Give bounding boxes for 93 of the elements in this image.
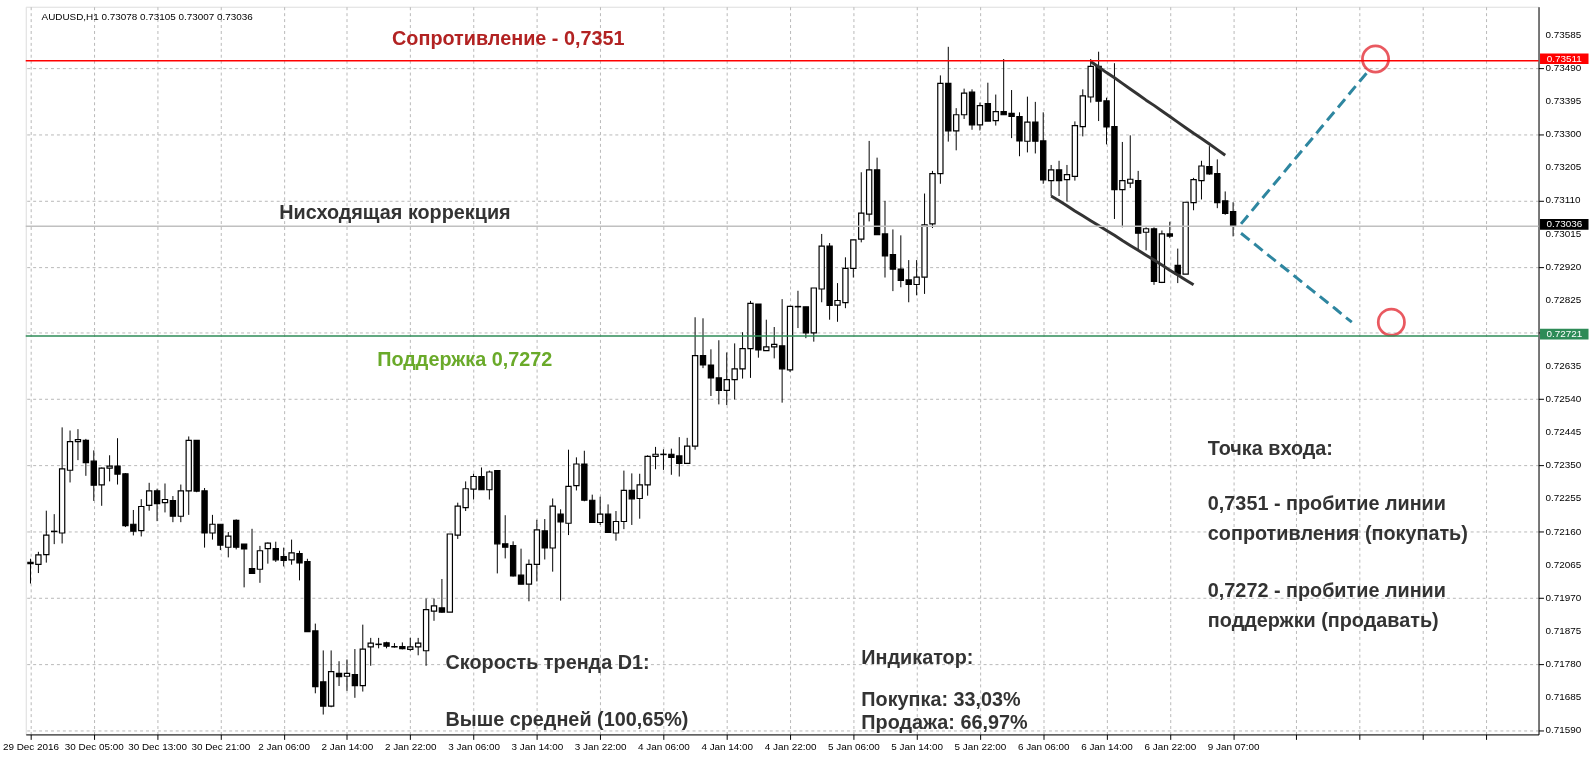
line-series bbox=[1089, 59, 1227, 157]
x-tick-label: 6 Jan 06:00 bbox=[1017, 740, 1071, 752]
line-series bbox=[1239, 231, 1354, 324]
annotation: сопротивления (покупать) bbox=[1207, 522, 1468, 545]
y-tick-label: 0.72445 bbox=[1545, 426, 1582, 438]
annotation: Индикатор: bbox=[861, 646, 974, 669]
annotation: Выше средней (100,65%) bbox=[445, 707, 689, 730]
x-tick-label: 2 Jan 22:00 bbox=[384, 740, 438, 752]
y-tick-label: 0.73585 bbox=[1545, 28, 1582, 40]
annotation: Продажа: 66,97% bbox=[861, 711, 1028, 734]
x-tick-label: 5 Jan 06:00 bbox=[827, 740, 881, 752]
candlestick bbox=[1047, 164, 1055, 197]
y-tick-label: 0.72635 bbox=[1545, 360, 1582, 372]
candlestick bbox=[82, 438, 90, 477]
y-tick-label: 0.73205 bbox=[1545, 161, 1582, 173]
candlestick bbox=[351, 648, 359, 699]
x-tick-label: 4 Jan 22:00 bbox=[764, 740, 817, 752]
y-tick-label: 0.71590 bbox=[1545, 724, 1582, 736]
x-tick-label: 4 Jan 14:00 bbox=[701, 740, 754, 752]
x-tick-label: 29 Dec 2016 bbox=[2, 740, 60, 752]
x-tick-label: 3 Jan 06:00 bbox=[448, 740, 501, 752]
candlestick bbox=[1229, 201, 1237, 237]
y-tick-label: 0.71780 bbox=[1545, 657, 1582, 669]
candlestick bbox=[343, 658, 351, 692]
candlestick bbox=[517, 548, 525, 585]
line-series bbox=[1049, 194, 1196, 287]
x-tick-label: 2 Jan 06:00 bbox=[258, 740, 311, 752]
candlestick bbox=[778, 298, 786, 404]
candlestick bbox=[153, 488, 161, 522]
candlestick bbox=[161, 483, 169, 513]
candlestick bbox=[74, 428, 82, 461]
annotation: Скорость тренда D1: bbox=[445, 651, 650, 674]
candlestick bbox=[438, 578, 446, 614]
candlestick bbox=[1063, 164, 1071, 203]
y-tick-label: 0.71875 bbox=[1545, 624, 1582, 636]
y-tick-label: 0.72920 bbox=[1545, 260, 1582, 272]
candlestick bbox=[145, 482, 153, 512]
y-tick-label: 0.73300 bbox=[1545, 128, 1582, 140]
candlestick bbox=[525, 558, 533, 602]
x-tick-label: 5 Jan 14:00 bbox=[891, 740, 944, 752]
candlestick bbox=[430, 598, 438, 622]
x-tick-label: 9 Jan 07:00 bbox=[1207, 740, 1260, 752]
y-tick-label: 0.72065 bbox=[1545, 558, 1582, 570]
candlestick bbox=[612, 510, 620, 542]
annotation: Покупка: 33,03% bbox=[861, 687, 1022, 710]
chart-title: AUDUSD,H1 0.73078 0.73105 0.73007 0.73036 bbox=[41, 10, 254, 22]
candlestick bbox=[1142, 226, 1150, 251]
annotation: 0,7351 - пробитие линии bbox=[1207, 491, 1446, 514]
annotation: Сопротивление - 0,7351 bbox=[392, 27, 625, 50]
candlestick bbox=[335, 660, 343, 687]
y-tick-label: 0.72540 bbox=[1545, 393, 1582, 405]
x-tick-label: 3 Jan 22:00 bbox=[574, 740, 627, 752]
annotation: Нисходящая коррекция bbox=[279, 200, 511, 223]
candlestick bbox=[256, 545, 264, 584]
y-tick-label: 0.72825 bbox=[1545, 293, 1582, 305]
y-tick-label: 0.71685 bbox=[1545, 691, 1582, 703]
annotation: поддержки (продавать) bbox=[1207, 608, 1439, 631]
candlestick bbox=[699, 317, 707, 369]
x-tick-label: 3 Jan 14:00 bbox=[511, 740, 564, 752]
y-tick-label: 0.71970 bbox=[1545, 591, 1582, 603]
annotation: Поддержка 0,7272 bbox=[377, 348, 553, 371]
x-tick-label: 30 Dec 05:00 bbox=[64, 740, 125, 752]
candlestick bbox=[881, 200, 889, 279]
candlestick bbox=[889, 228, 897, 292]
y-tick-label: 0.72160 bbox=[1545, 525, 1582, 537]
annotation: Точка входа: bbox=[1207, 437, 1333, 460]
x-tick-label: 2 Jan 14:00 bbox=[321, 740, 374, 752]
x-tick-label: 30 Dec 21:00 bbox=[191, 740, 251, 752]
candlestick bbox=[707, 348, 715, 397]
x-tick-label: 4 Jan 06:00 bbox=[638, 740, 691, 752]
x-tick-label: 6 Jan 22:00 bbox=[1144, 740, 1197, 752]
y-tick-label: 0.72255 bbox=[1545, 492, 1582, 504]
ref-line-label: 0.73036 bbox=[1546, 218, 1583, 230]
y-tick-label: 0.73490 bbox=[1545, 62, 1582, 74]
candlestick bbox=[976, 102, 984, 131]
candlestick bbox=[240, 543, 248, 588]
ref-line-label: 0.72721 bbox=[1546, 328, 1583, 340]
candlestick bbox=[960, 88, 968, 120]
candlestick bbox=[169, 495, 177, 523]
y-tick-label: 0.73110 bbox=[1545, 194, 1581, 206]
x-tick-label: 30 Dec 13:00 bbox=[128, 740, 188, 752]
y-tick-label: 0.72350 bbox=[1545, 459, 1582, 471]
line-series bbox=[1239, 70, 1370, 226]
candlestick bbox=[1055, 160, 1063, 197]
ref-line-label: 0.73511 bbox=[1546, 52, 1583, 64]
x-tick-label: 6 Jan 14:00 bbox=[1081, 740, 1134, 752]
y-tick-label: 0.73015 bbox=[1545, 227, 1582, 239]
candlestick bbox=[248, 528, 256, 575]
candlestick bbox=[264, 541, 272, 565]
annotation: 0,7272 - пробитие линии bbox=[1207, 578, 1446, 601]
x-tick-label: 5 Jan 22:00 bbox=[954, 740, 1007, 752]
candlestick bbox=[604, 503, 612, 533]
y-tick-label: 0.73395 bbox=[1545, 95, 1582, 107]
